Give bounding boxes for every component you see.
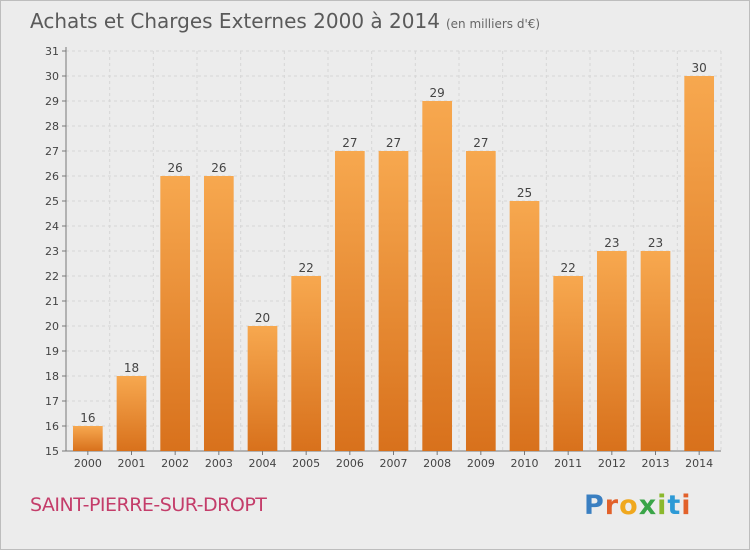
bar-value-label: 22: [299, 261, 314, 275]
bar: [160, 176, 191, 451]
x-tick-label: 2002: [161, 457, 189, 470]
x-tick-label: 2011: [554, 457, 582, 470]
bar: [684, 76, 715, 451]
y-tick-labels: 15 16 17 18 19 20 21 22 23 24 25 26 27 28 29 30 31: [45, 45, 59, 458]
x-tick-label: 2009: [467, 457, 495, 470]
logo-letter: P: [584, 490, 605, 521]
bar-value-label: 20: [255, 311, 270, 325]
bar-value-label: 30: [692, 61, 707, 75]
x-tick-label: 2013: [642, 457, 670, 470]
bar: [116, 376, 147, 451]
chart-subtitle: (en milliers d'€): [445, 17, 541, 31]
logo-letter: x: [638, 490, 658, 521]
bar: [291, 276, 322, 451]
bar-value-label: 23: [604, 236, 619, 250]
x-tick-label: 2012: [598, 457, 626, 470]
chart-title: Achats et Charges Externes 2000 à 2014 (e…: [30, 9, 540, 33]
y-tick-label: 27: [45, 145, 59, 158]
proxiti-logo: Proxiti: [584, 490, 692, 521]
y-tick-label: 20: [45, 320, 59, 333]
bar-value-label: 26: [168, 161, 183, 175]
bar-value-label: 27: [342, 136, 357, 150]
x-tick-label: 2014: [685, 457, 713, 470]
y-tick-label: 22: [45, 270, 59, 283]
bar-value-label: 16: [80, 411, 95, 425]
y-tick-label: 26: [45, 170, 59, 183]
bar: [203, 176, 234, 451]
bar: [334, 151, 365, 451]
bar: [596, 251, 627, 451]
bar-value-label: 18: [124, 361, 139, 375]
bar-value-label: 27: [386, 136, 401, 150]
y-tick-label: 28: [45, 120, 59, 133]
bar: [247, 326, 278, 451]
bar-value-label: 26: [211, 161, 226, 175]
x-tick-label: 2005: [292, 457, 320, 470]
y-tick-label: 31: [45, 45, 59, 58]
x-tick-label: 2010: [511, 457, 539, 470]
bar-value-label: 22: [561, 261, 576, 275]
bar: [72, 426, 103, 451]
bars: [72, 76, 715, 451]
x-tick-label: 2006: [336, 457, 364, 470]
y-tick-label: 29: [45, 95, 59, 108]
x-tick-label: 2007: [380, 457, 408, 470]
logo-letter: r: [604, 490, 620, 521]
y-tick-label: 15: [45, 445, 59, 458]
y-tick-label: 16: [45, 420, 59, 433]
title-text: Achats et Charges Externes 2000 à 2014: [30, 9, 440, 33]
y-tick-label: 30: [45, 70, 59, 83]
y-tick-label: 19: [45, 345, 59, 358]
bar: [553, 276, 584, 451]
y-tick-label: 21: [45, 295, 59, 308]
bar: [378, 151, 409, 451]
x-tick-label: 2003: [205, 457, 233, 470]
y-tick-label: 23: [45, 245, 59, 258]
x-tick-label: 2000: [74, 457, 102, 470]
logo-letter: i: [657, 490, 668, 521]
bar-value-label: 25: [517, 186, 532, 200]
bar-value-label: 23: [648, 236, 663, 250]
y-tick-label: 25: [45, 195, 59, 208]
logo-letter: o: [619, 490, 639, 521]
bar: [422, 101, 453, 451]
bar-value-label: 29: [430, 86, 445, 100]
logo-letter: i: [681, 490, 692, 521]
y-tick-label: 24: [45, 220, 59, 233]
place-name: SAINT-PIERRE-SUR-DROPT: [30, 494, 267, 516]
data-labels: 16 18 26 26 20 22 27 27 29 27 25 22 23 23 30: [80, 61, 707, 425]
y-tick-label: 17: [45, 395, 59, 408]
bar: [465, 151, 496, 451]
x-tick-label: 2001: [118, 457, 146, 470]
bar: [640, 251, 671, 451]
bar-value-label: 27: [473, 136, 488, 150]
bar: [509, 201, 540, 451]
y-tick-label: 18: [45, 370, 59, 383]
x-tick-label: 2008: [423, 457, 451, 470]
logo-letter: t: [667, 490, 682, 521]
x-tick-label: 2004: [249, 457, 277, 470]
x-tick-labels: 2000 2001 2002 2003 2004 2005 2006 2007 2008 2009…: [74, 457, 713, 470]
